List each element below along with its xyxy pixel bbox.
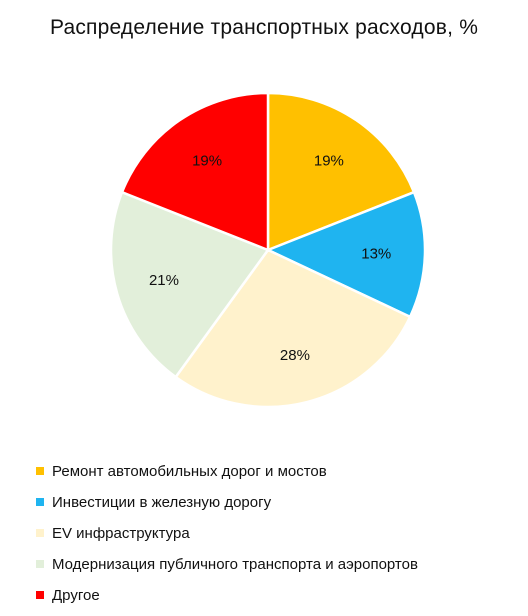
pie-slice-5 — [120, 91, 270, 252]
pie-slice-1 — [266, 91, 416, 252]
pie-slice-label-5: 19% — [192, 152, 222, 169]
legend-item-5: Другое — [36, 582, 516, 608]
legend-label-2: Инвестиции в железную дорогу — [52, 493, 272, 511]
legend-swatch-3 — [36, 529, 44, 537]
legend-label-3: EV инфраструктура — [52, 524, 190, 542]
pie-slice-3 — [174, 248, 412, 409]
chart-legend: Ремонт автомобильных дорог и мостов Инвес… — [36, 458, 516, 613]
legend-swatch-4 — [36, 560, 44, 568]
pie-slice-4 — [109, 190, 270, 379]
pie-slice-label-1: 19% — [314, 152, 344, 169]
legend-label-1: Ремонт автомобильных дорог и мостов — [52, 462, 327, 480]
pie-slice-2 — [266, 190, 427, 319]
legend-item-4: Модернизация публичного транспорта и аэр… — [36, 551, 516, 577]
legend-label-5: Другое — [52, 586, 100, 604]
legend-item-1: Ремонт автомобильных дорог и мостов — [36, 458, 516, 484]
pie-chart: 19% 13% 28% 21% 19% — [0, 60, 528, 460]
pie-chart-svg: 19% 13% 28% 21% 19% — [109, 91, 427, 409]
chart-title: Распределение транспортных расходов, % — [49, 16, 479, 39]
pie-slice-label-3: 28% — [280, 347, 310, 364]
legend-swatch-2 — [36, 498, 44, 506]
legend-item-2: Инвестиции в железную дорогу — [36, 489, 516, 515]
legend-swatch-1 — [36, 467, 44, 475]
legend-swatch-5 — [36, 591, 44, 599]
legend-label-4: Модернизация публичного транспорта и аэр… — [52, 555, 418, 573]
pie-slice-label-4: 21% — [149, 272, 179, 289]
pie-slice-label-2: 13% — [361, 245, 391, 262]
legend-item-3: EV инфраструктура — [36, 520, 516, 546]
